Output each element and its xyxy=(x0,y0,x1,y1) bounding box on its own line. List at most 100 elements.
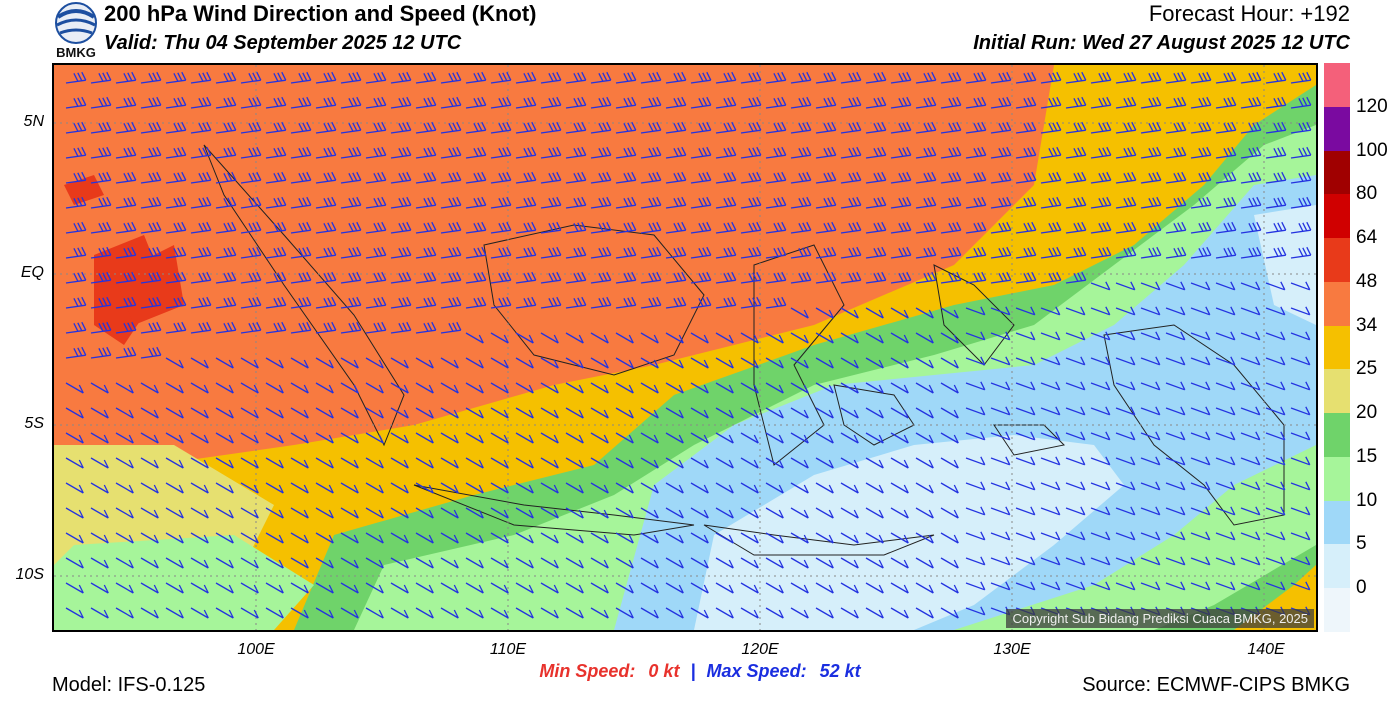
wind-barb xyxy=(740,482,759,494)
wind-barb xyxy=(215,146,237,159)
wind-barb xyxy=(490,432,509,444)
wind-barb xyxy=(690,607,709,619)
wind-barb xyxy=(640,407,659,419)
wind-barb xyxy=(990,71,1012,84)
wind-barb xyxy=(290,121,312,134)
wind-barb xyxy=(565,196,587,209)
wind-barb xyxy=(365,407,384,419)
wind-barb xyxy=(990,581,1011,591)
wind-barb xyxy=(1140,556,1161,566)
wind-barb xyxy=(565,382,584,394)
wind-barb xyxy=(1240,556,1261,566)
wind-barb xyxy=(1215,196,1237,209)
wind-barb xyxy=(690,271,712,284)
wind-barb xyxy=(365,532,384,544)
wind-barb xyxy=(940,557,959,569)
wind-barb xyxy=(365,296,387,309)
wind-barb xyxy=(340,121,362,134)
wind-barb xyxy=(215,557,234,569)
wind-barb xyxy=(65,71,87,84)
wind-barb xyxy=(440,357,459,369)
wind-barb xyxy=(540,246,562,259)
wind-barb xyxy=(615,271,637,284)
wind-barb xyxy=(165,582,184,594)
wind-barb xyxy=(315,171,337,184)
wind-barb xyxy=(990,271,1012,284)
wind-barb xyxy=(940,96,962,109)
wind-barb xyxy=(465,432,484,444)
wind-barb xyxy=(490,582,509,594)
wind-barb xyxy=(915,407,934,419)
wind-barb xyxy=(340,71,362,84)
wind-barb xyxy=(1090,196,1112,209)
wind-barb xyxy=(1190,431,1211,441)
wind-barb xyxy=(790,557,809,569)
wind-barb xyxy=(740,382,759,394)
wind-barb xyxy=(890,507,909,519)
wind-barb xyxy=(1240,381,1261,391)
wind-barb xyxy=(1240,306,1261,316)
wind-barb xyxy=(65,507,84,519)
wind-barb xyxy=(240,171,262,184)
wind-barb xyxy=(90,296,112,309)
lon-label-120e: 120E xyxy=(741,641,779,658)
wind-barb xyxy=(665,296,687,309)
wind-barb xyxy=(490,171,512,184)
wind-barb xyxy=(115,532,134,544)
wind-barb xyxy=(65,296,87,309)
wind-barb xyxy=(1265,431,1286,441)
wind-barb xyxy=(340,382,359,394)
wind-barb xyxy=(1290,306,1311,316)
lat-label-eq: EQ xyxy=(20,264,44,281)
wind-barb xyxy=(265,532,284,544)
wind-barb xyxy=(1290,146,1312,159)
wind-barb xyxy=(115,246,137,259)
wind-barb xyxy=(1265,96,1287,109)
wind-barb xyxy=(540,146,562,159)
wind-barb xyxy=(640,96,662,109)
wind-barb xyxy=(1140,146,1162,159)
wind-barb xyxy=(690,146,712,159)
wind-barb xyxy=(765,171,787,184)
wind-barb xyxy=(215,382,234,394)
wind-barb xyxy=(740,71,762,84)
wind-barb xyxy=(665,271,687,284)
wind-barb xyxy=(1115,306,1136,316)
wind-barb xyxy=(515,246,537,259)
wind-barbs xyxy=(65,71,1312,619)
wind-barb xyxy=(940,246,962,259)
wind-barb xyxy=(615,332,634,344)
wind-barb xyxy=(1140,431,1161,441)
wind-barb xyxy=(115,96,137,109)
wind-barb xyxy=(340,407,359,419)
wind-barb xyxy=(140,457,159,469)
wind-barb xyxy=(1140,531,1161,541)
wind-barb xyxy=(65,146,87,159)
wind-barb xyxy=(665,71,687,84)
wind-barb xyxy=(165,357,184,369)
wind-barb xyxy=(65,557,84,569)
wind-barb xyxy=(715,582,734,594)
wind-barb xyxy=(790,607,809,619)
wind-barb xyxy=(865,482,884,494)
min-speed-value: 0 kt xyxy=(648,661,680,681)
wind-barb xyxy=(765,382,784,394)
wind-barb xyxy=(1265,556,1286,566)
wind-barb xyxy=(365,321,387,334)
wind-barb xyxy=(415,121,437,134)
wind-barb xyxy=(940,221,962,234)
wind-barb xyxy=(90,346,112,359)
data-source: Source: ECMWF-CIPS BMKG xyxy=(1082,674,1350,696)
wind-barb xyxy=(1140,456,1161,466)
wind-barb xyxy=(665,171,687,184)
wind-barb xyxy=(665,432,684,444)
wind-barb xyxy=(165,221,187,234)
wind-barb xyxy=(140,532,159,544)
wind-barb xyxy=(940,171,962,184)
wind-barb xyxy=(315,121,337,134)
wind-barb xyxy=(990,196,1012,209)
wind-barb xyxy=(540,296,562,309)
wind-barb xyxy=(740,196,762,209)
wind-barb xyxy=(1140,71,1162,84)
wind-barb xyxy=(665,607,684,619)
